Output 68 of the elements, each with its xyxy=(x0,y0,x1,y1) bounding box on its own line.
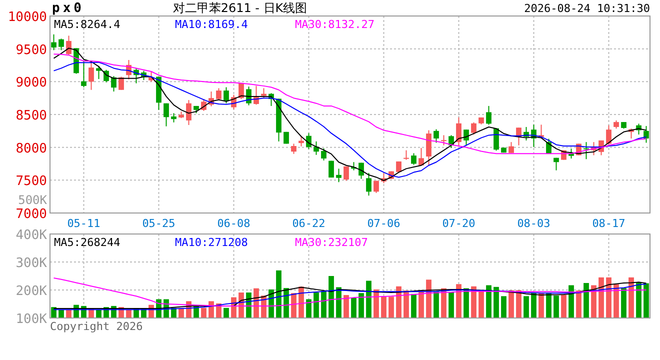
text: MA30:232107 xyxy=(295,236,368,249)
candlestick xyxy=(441,134,446,146)
candlestick xyxy=(366,172,372,196)
x-tick-label: 07-06 xyxy=(367,217,400,230)
chart-title: 对二甲苯2611 - 日K线图 xyxy=(172,1,308,15)
candlestick xyxy=(344,166,349,182)
y-tick-label: 8000 xyxy=(16,141,47,156)
x-tick-label: 06-08 xyxy=(217,217,250,230)
x-tick-label: 08-17 xyxy=(592,217,626,230)
candlestick xyxy=(471,122,476,136)
x-tick-label: 05-11 xyxy=(67,217,100,230)
candlestick xyxy=(111,76,116,92)
candlestick xyxy=(321,148,326,161)
y-tick-label: 400K xyxy=(16,228,48,243)
candlestick xyxy=(434,128,439,144)
y-tick-label: 9500 xyxy=(16,42,47,58)
candlestick xyxy=(171,112,176,123)
y-tick-label: 7000 xyxy=(16,207,47,222)
candlestick xyxy=(186,100,192,126)
candlestick xyxy=(606,124,612,146)
candlestick xyxy=(456,116,462,146)
text: 500K xyxy=(18,193,48,207)
y-tick-label: 8500 xyxy=(16,108,47,124)
x-tick-label: 07-20 xyxy=(442,217,476,230)
candlestick xyxy=(411,152,416,166)
text: MA30:8132.27 xyxy=(295,18,374,31)
candlestick xyxy=(58,38,64,51)
candlestick xyxy=(644,125,649,144)
candlestick xyxy=(216,88,222,101)
candlestick xyxy=(374,180,379,194)
candlestick xyxy=(261,88,266,99)
y-tick-label: 300K xyxy=(16,256,48,271)
y-tick-label: 200K xyxy=(16,284,48,299)
y-tick-label: 7500 xyxy=(16,174,47,190)
x-tick-label: 08-03 xyxy=(517,217,550,230)
x-tick-label: 05-25 xyxy=(142,217,176,230)
x-tick-label: 06-22 xyxy=(292,217,326,230)
candlestick xyxy=(81,61,86,88)
candlestick xyxy=(336,168,342,183)
candlestick xyxy=(464,129,469,146)
candlestick xyxy=(568,148,574,159)
candlestick xyxy=(88,61,94,90)
candlestick xyxy=(508,142,514,154)
candlestick xyxy=(418,147,424,166)
line-series xyxy=(53,277,647,306)
candlestick xyxy=(554,157,559,171)
text: 2026-08-24 10:31:30 xyxy=(524,2,650,15)
candlestick xyxy=(224,86,229,104)
text: MA10:271208 xyxy=(175,236,248,249)
candlestick xyxy=(291,143,296,154)
text: MA5:268244 xyxy=(54,236,121,249)
y-tick-label: 9000 xyxy=(16,76,47,91)
candlestick xyxy=(66,35,72,56)
candlestick xyxy=(96,65,102,80)
candlestick xyxy=(314,140,319,156)
text: Copyright 2026 xyxy=(50,320,143,333)
y-tick-label: 10000 xyxy=(8,10,47,25)
candlestick xyxy=(164,102,169,127)
candlestick xyxy=(51,34,56,51)
chart-subtitle: px0 xyxy=(52,1,84,16)
candlestick xyxy=(486,105,492,126)
candlestick xyxy=(118,76,124,90)
text: MA10:8169.4 xyxy=(175,18,248,31)
candlestick xyxy=(426,130,432,166)
candlestick xyxy=(584,142,589,160)
y-tick-label: 100K xyxy=(16,312,48,327)
text: MA5:8264.4 xyxy=(54,18,121,31)
candlestick xyxy=(404,150,409,160)
